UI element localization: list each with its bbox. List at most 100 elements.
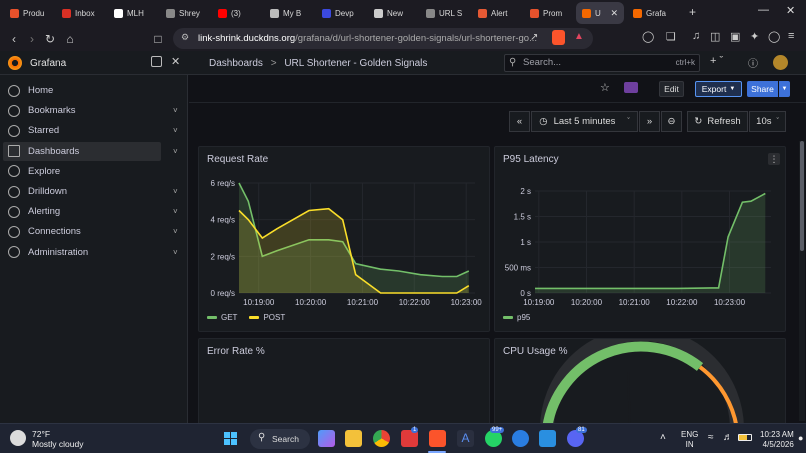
site-settings-icon[interactable]: ⚙ — [181, 32, 190, 42]
chevron-down-icon[interactable]: ˅ — [173, 227, 178, 237]
clock[interactable]: 10:23 AM 4/5/2026 — [760, 430, 794, 450]
scrollbar-thumb[interactable] — [800, 141, 804, 251]
address-bar[interactable]: ⚙ link-shrink.duckdns.org/grafana/d/url-… — [173, 28, 593, 49]
ai-icon[interactable]: ✦ — [750, 31, 760, 43]
panel-request-rate[interactable]: Request Rate 0 req/s 2 req/s 4 req/s 6 req/… — [198, 146, 490, 332]
volume-icon[interactable]: ♬ — [723, 432, 733, 443]
extensions-icon[interactable]: ◯ — [642, 31, 655, 43]
chevron-down-icon[interactable]: ˅ — [173, 106, 178, 116]
weather-widget[interactable]: 72°F Mostly cloudy — [32, 429, 84, 449]
brave-icon[interactable] — [429, 430, 446, 447]
panel-menu-icon[interactable]: ⋮ — [768, 153, 780, 165]
legend-item[interactable]: p95 — [517, 313, 531, 322]
series-line-get[interactable] — [238, 182, 470, 278]
app-l-icon[interactable] — [401, 430, 418, 447]
sidebar-item-starred[interactable]: Starred ˅ — [3, 121, 178, 140]
panel-p95-latency[interactable]: P95 Latency ⋮ 0 s 500 ms 1 s 1.5 s 2 s 10:19:… — [494, 146, 786, 332]
language-indicator[interactable]: ENG IN — [681, 430, 698, 450]
reload-icon[interactable]: ↻ — [44, 31, 56, 46]
copy-icon[interactable]: ❏ — [666, 31, 676, 43]
share-button[interactable]: Share — [747, 81, 778, 97]
browser-tab[interactable]: Produ — [4, 2, 55, 24]
browser-tab[interactable]: Grafa — [627, 2, 678, 24]
browser-tab[interactable]: URL S — [420, 2, 471, 24]
browser-tab[interactable]: Prom — [524, 2, 575, 24]
docker-icon[interactable] — [512, 430, 529, 447]
windows-start-icon[interactable] — [224, 432, 238, 446]
close-window-icon[interactable]: ✕ — [786, 5, 796, 17]
add-icon[interactable]: + ˇ — [710, 55, 724, 67]
star-icon[interactable]: ☆ — [600, 82, 610, 94]
avatar[interactable] — [773, 55, 788, 70]
taskbar-search[interactable]: ⚲ Search — [250, 429, 310, 449]
browser-tab[interactable]: (3) — [212, 2, 263, 24]
dock-menu-icon[interactable] — [151, 56, 162, 67]
battery-icon[interactable] — [738, 434, 752, 441]
copilot-icon[interactable] — [318, 430, 335, 447]
browser-tab[interactable]: Devp — [316, 2, 367, 24]
export-button[interactable]: Export ▼ — [695, 81, 742, 97]
tray-chevron-up-icon[interactable]: ˄ — [660, 432, 666, 443]
browser-tab[interactable]: Alert — [472, 2, 523, 24]
chevron-down-icon[interactable]: ˅ — [173, 187, 178, 196]
file-explorer-icon[interactable] — [345, 430, 362, 447]
share-options-chevron-icon[interactable]: ▼ — [779, 81, 790, 97]
refresh-interval-picker[interactable]: 10s ˇ — [749, 111, 786, 132]
chevron-down-icon[interactable]: ˅ — [173, 126, 178, 136]
sidebar-item-dashboards[interactable]: Dashboards ˅ — [3, 141, 178, 161]
time-forward-icon[interactable]: » — [639, 111, 660, 132]
vpn-icon[interactable]: ◯ — [768, 31, 781, 43]
refresh-button[interactable]: ↻ Refresh — [687, 111, 748, 132]
legend-item[interactable]: GET — [221, 313, 238, 322]
sidebar-item-administration[interactable]: Administration ˅ — [3, 243, 178, 262]
help-icon[interactable]: ⓘ — [748, 59, 758, 70]
brave-rewards-icon[interactable]: ▲ — [574, 31, 584, 42]
panel-error-rate[interactable]: Error Rate % — [198, 338, 490, 428]
minimize-icon[interactable]: — — [758, 4, 769, 16]
chevron-down-icon[interactable]: ˅ — [173, 207, 178, 217]
panel-cpu-usage[interactable]: CPU Usage % — [494, 338, 786, 428]
edit-button[interactable]: Edit — [659, 81, 684, 97]
legend-item[interactable]: POST — [263, 313, 286, 322]
home-icon[interactable]: ⌂ — [66, 31, 74, 46]
browser-tab[interactable]: My B — [264, 2, 315, 24]
chevron-down-icon[interactable]: ˅ — [173, 247, 178, 257]
browser-tab[interactable]: New — [368, 2, 419, 24]
sidebar-item-alerting[interactable]: Alerting ˅ — [3, 202, 178, 221]
time-back-icon[interactable]: « — [509, 111, 530, 132]
sidebar-item-home[interactable]: Home — [3, 81, 161, 100]
wallet-icon[interactable]: ▣ — [730, 31, 741, 43]
browser-tab[interactable]: MLH — [108, 2, 159, 24]
insights-icon[interactable] — [624, 82, 638, 93]
new-tab-icon[interactable]: + — [689, 5, 697, 19]
chevron-down-icon[interactable]: ˅ — [173, 146, 178, 156]
discord-icon[interactable] — [567, 430, 584, 447]
browser-tab[interactable]: Shrey — [160, 2, 211, 24]
brave-shield-icon[interactable] — [552, 30, 565, 45]
music-icon[interactable]: ♫ — [692, 30, 701, 42]
notifications-icon[interactable]: ● — [798, 433, 804, 443]
browser-tab[interactable]: U ✕ — [576, 2, 624, 24]
sidebar-item-connections[interactable]: Connections ˅ — [3, 222, 178, 241]
close-menu-icon[interactable]: ✕ — [171, 56, 181, 68]
wifi-icon[interactable]: ≈ — [708, 432, 714, 443]
tab-close-icon[interactable]: ✕ — [610, 7, 618, 18]
share-page-icon[interactable]: ↗ — [530, 32, 539, 43]
browser-tab[interactable]: Inbox — [56, 2, 107, 24]
grafana-logo-icon[interactable] — [8, 56, 22, 70]
sidebar-item-explore[interactable]: Explore — [3, 162, 161, 181]
breadcrumb-dashboards[interactable]: Dashboards — [209, 58, 263, 69]
menu-icon[interactable]: ≡ — [788, 30, 795, 42]
series-line-p95[interactable] — [535, 192, 766, 290]
zoom-out-icon[interactable]: ⊖ — [661, 111, 682, 132]
bookmark-icon[interactable]: □ — [154, 31, 162, 46]
forward-icon[interactable]: › — [30, 31, 34, 46]
scrollbar[interactable] — [799, 141, 805, 421]
sidebar-item-bookmarks[interactable]: Bookmarks ˅ — [3, 101, 178, 120]
sidebar-toggle-icon[interactable]: ◫ — [710, 31, 721, 43]
app-a-icon[interactable]: A — [457, 430, 474, 447]
series-line-post[interactable] — [238, 207, 470, 294]
whatsapp-icon[interactable] — [485, 430, 502, 447]
time-range-picker[interactable]: ◷ Last 5 minutes ˇ — [531, 111, 638, 132]
sidebar-item-drilldown[interactable]: Drilldown ˅ — [3, 182, 178, 201]
